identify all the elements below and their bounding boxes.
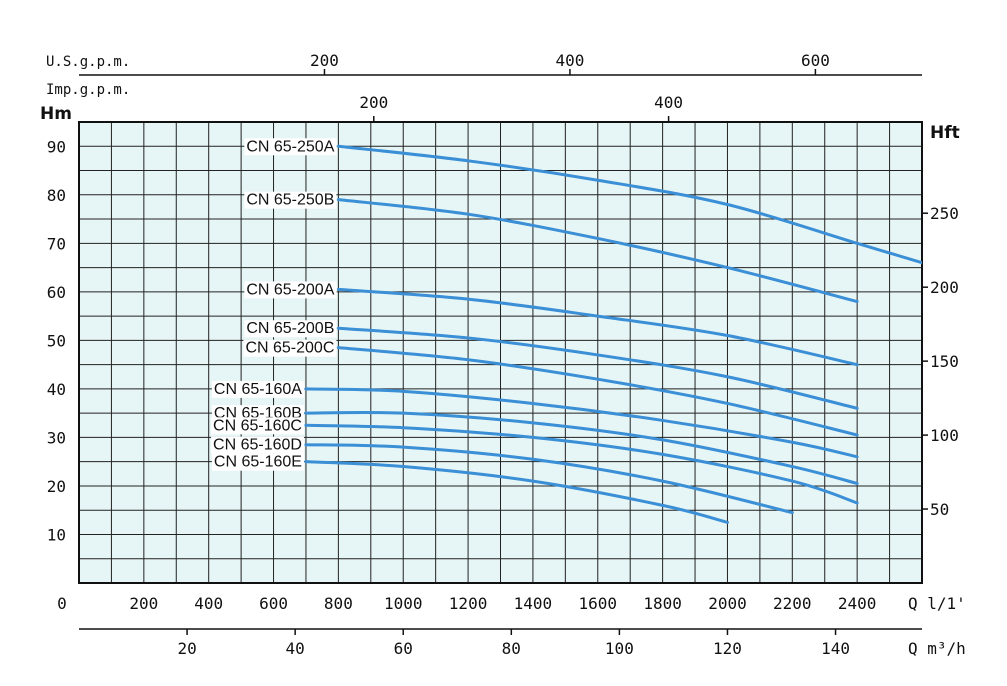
series-line (336, 326, 859, 410)
y-right-tick-label: 200 (930, 278, 959, 297)
series-label-background (244, 138, 337, 156)
x-tick-label: 0 (57, 594, 67, 613)
y-right-tick-label: 50 (930, 500, 949, 519)
series-label-background (211, 417, 304, 435)
series-line (336, 287, 859, 367)
y-right-tick-label: 250 (930, 204, 959, 223)
top-impgpm-tick-label: 200 (359, 93, 388, 112)
x-tick-label: 1600 (579, 594, 618, 613)
x-tick-label: 400 (194, 594, 223, 613)
series-line (304, 460, 729, 524)
y-tick-label: 40 (47, 380, 66, 399)
secondary-x-axis-label: Q m³/h (908, 639, 966, 658)
y-tick-label: 20 (47, 477, 66, 496)
plot-frame (78, 121, 923, 584)
series-label: CN 65-200C (245, 340, 334, 357)
secondary-x-tick-label: 20 (177, 639, 196, 658)
y-right-tick-label: 150 (930, 352, 959, 371)
secondary-x-tick-label: 100 (605, 639, 634, 658)
series-line (336, 346, 859, 437)
top-impgpm-tick-label: 400 (654, 93, 683, 112)
y-tick-label: 10 (47, 525, 66, 544)
series-label-background (211, 380, 305, 398)
x-tick-label: 1800 (643, 594, 682, 613)
top-impgpm-axis-label: Imp.g.p.m. (46, 82, 130, 98)
top-usgpm-tick-label: 400 (555, 51, 584, 70)
secondary-x-tick-label: 140 (821, 639, 850, 658)
top-usgpm-tick-label: 200 (310, 51, 339, 70)
y-tick-label: 70 (47, 234, 66, 253)
secondary-x-tick-label: 80 (502, 639, 521, 658)
y-axis-label: Hm (40, 104, 72, 124)
y-right-tick-label: 100 (930, 426, 959, 445)
secondary-x-tick-label: 40 (286, 639, 305, 658)
series-label-background (244, 320, 337, 338)
series-line (304, 443, 794, 515)
series-label: CN 65-200A (246, 281, 334, 298)
series-line (336, 198, 859, 304)
y-tick-label: 80 (47, 186, 66, 205)
series-label-background (243, 339, 337, 357)
series-line (304, 410, 859, 486)
y-tick-label: 60 (47, 283, 66, 302)
series-label-background (244, 191, 337, 209)
series-label: CN 65-160E (214, 454, 302, 471)
x-tick-label: 2200 (773, 594, 812, 613)
series-label: CN 65-200B (246, 320, 334, 337)
x-tick-label: 600 (259, 594, 288, 613)
x-tick-label: 1200 (449, 594, 488, 613)
series-label: CN 65-160C (213, 417, 302, 434)
x-tick-label: 800 (324, 594, 353, 613)
secondary-x-tick-label: 60 (394, 639, 413, 658)
top-usgpm-axis-label: U.S.g.p.m. (46, 54, 130, 70)
series-label-background (211, 436, 304, 454)
series-label-background (211, 453, 304, 471)
series-label: CN 65-160D (213, 437, 302, 454)
x-tick-label: 1400 (514, 594, 553, 613)
series-line (336, 144, 922, 265)
series-label: CN 65-160A (214, 381, 302, 398)
y-right-axis-label: Hft (930, 123, 960, 143)
x-tick-label: 2400 (838, 594, 877, 613)
series-label: CN 65-250B (246, 192, 334, 209)
series-label: CN 65-250A (246, 138, 334, 155)
y-tick-label: 50 (47, 331, 66, 350)
series-line (304, 387, 859, 459)
series-label-background (244, 281, 337, 299)
y-tick-label: 90 (47, 137, 66, 156)
x-tick-label: 1000 (384, 594, 423, 613)
x-axis-label: Q l/1' (908, 594, 966, 613)
secondary-x-tick-label: 120 (713, 639, 742, 658)
y-tick-label: 30 (47, 428, 66, 447)
x-tick-label: 200 (129, 594, 158, 613)
x-tick-label: 2000 (708, 594, 747, 613)
series-line (304, 423, 859, 505)
top-usgpm-tick-label: 600 (801, 51, 830, 70)
